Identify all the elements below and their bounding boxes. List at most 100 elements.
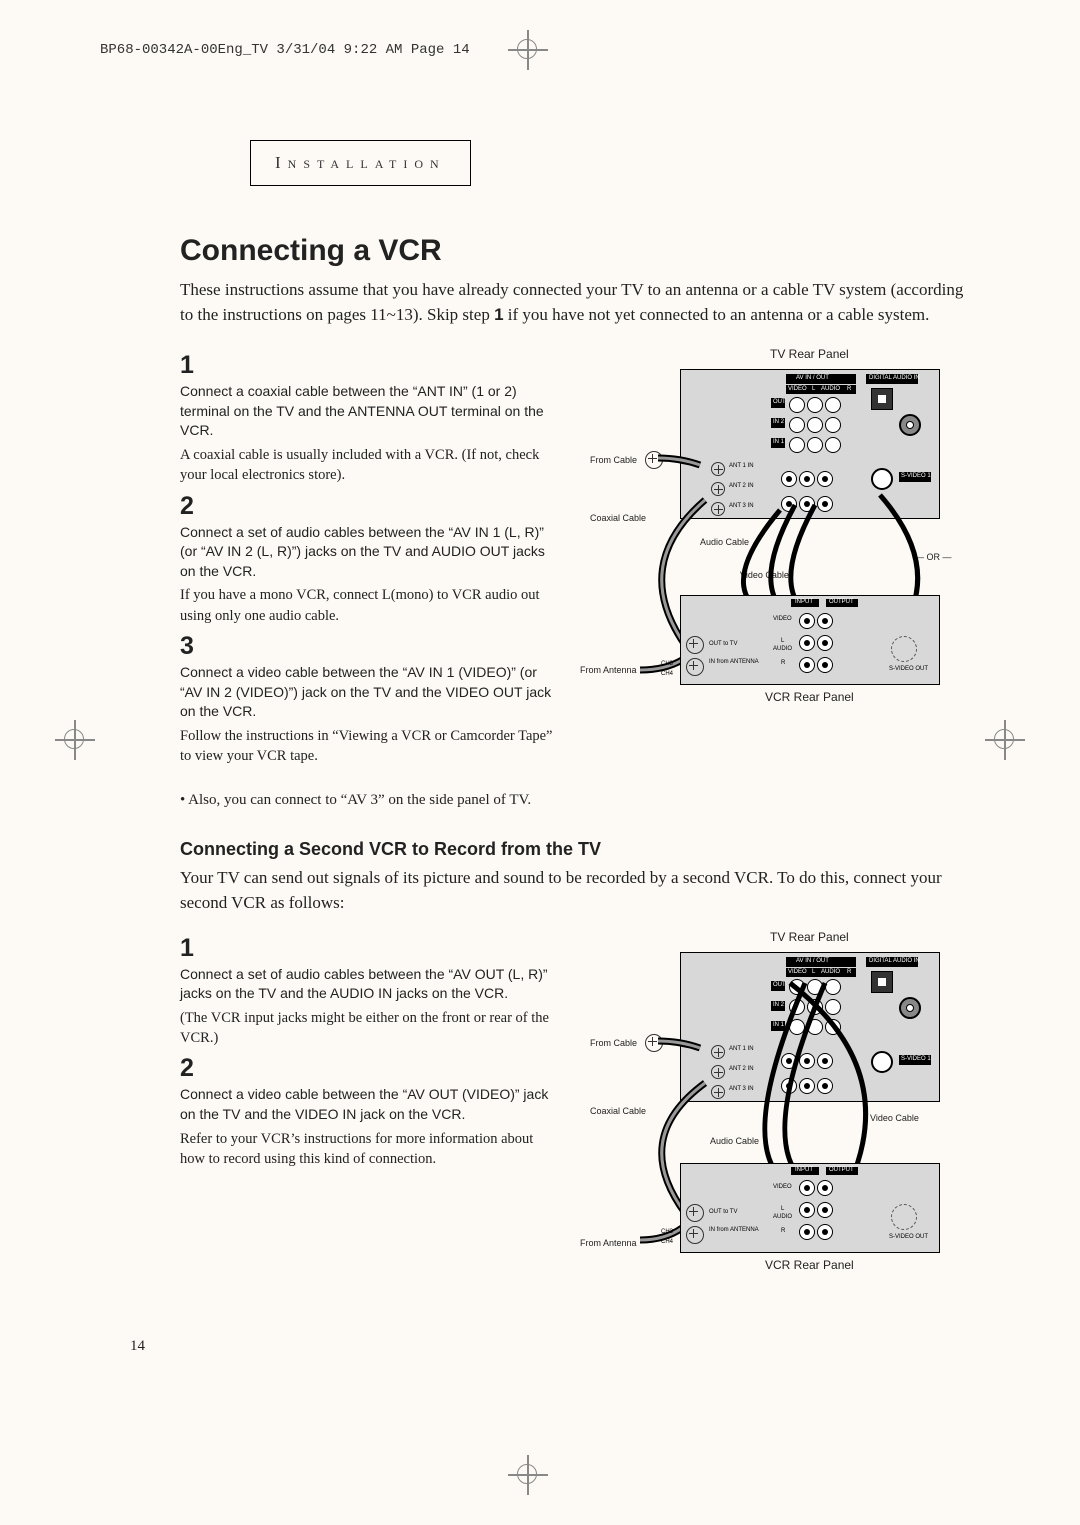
ant1-b: ANT 1 IN [729, 1046, 754, 1052]
video-cable-b: Video Cable [870, 1113, 919, 1123]
ch3: CH3 [661, 661, 673, 667]
intro-bold-step: 1 [494, 305, 503, 324]
coax-label: Coaxial Cable [590, 513, 646, 523]
svideo1-b: S-VIDEO 1 [901, 1056, 931, 1062]
output-b: OUTPUT [829, 1167, 854, 1173]
step-num: 1 [180, 934, 560, 963]
steps-b-column: 1 Connect a set of audio cables between … [180, 928, 560, 1298]
svideo-out-b: S-VIDEO OUT [889, 1234, 928, 1240]
out-to-tv: OUT to TV [709, 641, 737, 647]
or-label: — OR — [915, 552, 952, 562]
in1-label: IN 1 [773, 439, 784, 445]
from-antenna-label: From Antenna [580, 665, 637, 675]
video-cable-label: Video Cable [740, 570, 789, 580]
out-to-tv-b: OUT to TV [709, 1209, 737, 1215]
page-number: 14 [130, 1338, 145, 1355]
vcr-video-label: VIDEO [773, 616, 792, 622]
step-bold: Connect a coaxial cable between the “ANT… [180, 382, 560, 441]
section-b: 1 Connect a set of audio cables between … [180, 928, 980, 1298]
crop-mark-top [508, 30, 548, 70]
svideo-jack [871, 468, 893, 490]
l-b: L [812, 969, 815, 975]
input-label: INPUT [795, 599, 813, 605]
r-b: R [847, 969, 851, 975]
intro-paragraph: These instructions assume that you have … [180, 278, 980, 327]
section-label: Installation [275, 153, 446, 172]
l-label: L [812, 386, 815, 392]
coax-b: Coaxial Cable [590, 1106, 646, 1116]
vcr-rear-panel-b: INPUT OUTPUT VIDEO OUT to TV L AUDIO CH3… [680, 1163, 940, 1253]
out-b: OUT [773, 982, 786, 988]
step-num: 3 [180, 632, 560, 661]
video-label: VIDEO [788, 386, 807, 392]
vcr-rear-panel-label: VCR Rear Panel [765, 690, 854, 704]
ant3-b: ANT 3 IN [729, 1086, 754, 1092]
audio-b: AUDIO [821, 969, 840, 975]
audio-cable-label: Audio Cable [700, 537, 749, 547]
video-b: VIDEO [788, 969, 807, 975]
vcr-audio: AUDIO [773, 646, 792, 652]
ch4: CH4 [661, 671, 673, 677]
diagram-b-column: TV Rear Panel AV IN / OUT DIGITAL AUDIO … [570, 928, 980, 1298]
av-in-out-label: AV IN / OUT [796, 375, 829, 381]
in2-b: IN 2 [773, 1002, 784, 1008]
page-content: Installation Connecting a VCR These inst… [180, 140, 980, 1298]
page-header-filename: BP68-00342A-00Eng_TV 3/31/04 9:22 AM Pag… [100, 42, 470, 58]
vcr-video-b: VIDEO [773, 1184, 792, 1190]
vcr-rear-panel: INPUT OUTPUT VIDEO OUT to TV L AUDIO CH3… [680, 595, 940, 685]
svideo1-label: S-VIDEO 1 [901, 473, 931, 479]
from-antenna-b: From Antenna [580, 1238, 637, 1248]
ant1: ANT 1 IN [729, 463, 754, 469]
vcr-l-b: L [781, 1206, 784, 1212]
tv-rear-panel-b: AV IN / OUT DIGITAL AUDIO IN VIDEO L AUD… [680, 952, 940, 1102]
ant2-b: ANT 2 IN [729, 1066, 754, 1072]
av-in-out-b: AV IN / OUT [796, 958, 829, 964]
tv-rear-panel-label-b: TV Rear Panel [770, 930, 849, 944]
in1-b: IN 1 [773, 1022, 784, 1028]
step-bold: Connect a video cable between the “AV OU… [180, 1085, 560, 1124]
vcr-r: R [781, 660, 785, 666]
steps-a-column: 1 Connect a coaxial cable between the “A… [180, 345, 560, 772]
from-cable-b: From Cable [590, 1038, 637, 1048]
step-plain: If you have a mono VCR, connect L(mono) … [180, 585, 560, 626]
svideo-out-label: S-VIDEO OUT [889, 666, 928, 672]
audio-label: AUDIO [821, 386, 840, 392]
crop-mark-right [985, 720, 1025, 760]
ch3-b: CH3 [661, 1229, 673, 1235]
section-b-intro: Your TV can send out signals of its pict… [180, 866, 980, 915]
step-plain: (The VCR input jacks might be either on … [180, 1008, 560, 1049]
section-b-title: Connecting a Second VCR to Record from t… [180, 839, 980, 860]
step-bold: Connect a video cable between the “AV IN… [180, 663, 560, 722]
page-title: Connecting a VCR [180, 234, 980, 268]
vcr-l: L [781, 638, 784, 644]
ant3: ANT 3 IN [729, 503, 754, 509]
digital-b: DIGITAL AUDIO IN [869, 958, 920, 964]
side-note-bullet: • Also, you can connect to “AV 3” on the… [180, 792, 980, 809]
step-num: 2 [180, 492, 560, 521]
tv-rear-panel: AV IN / OUT DIGITAL AUDIO IN VIDEO L AUD… [680, 369, 940, 519]
from-cable-label: From Cable [590, 455, 637, 465]
in-from: IN from ANTENNA [709, 659, 759, 665]
ch4-b: CH4 [661, 1239, 673, 1245]
section-a: 1 Connect a coaxial cable between the “A… [180, 345, 980, 772]
step-bold: Connect a set of audio cables between th… [180, 523, 560, 582]
in2-label: IN 2 [773, 419, 784, 425]
section-header-box: Installation [250, 140, 471, 186]
connection-diagram-a: TV Rear Panel AV IN / OUT DIGITAL AUDIO … [570, 345, 970, 715]
step-plain: Follow the instructions in “Viewing a VC… [180, 726, 560, 767]
svideo-out [891, 636, 917, 662]
step-plain: A coaxial cable is usually included with… [180, 445, 560, 486]
step-plain: Refer to your VCR’s instructions for mor… [180, 1129, 560, 1170]
r-label: R [847, 386, 851, 392]
ant2: ANT 2 IN [729, 483, 754, 489]
vcr-r-b: R [781, 1228, 785, 1234]
vcr-rear-panel-label-b: VCR Rear Panel [765, 1258, 854, 1272]
digital-audio-label: DIGITAL AUDIO IN [869, 375, 920, 381]
step-bold: Connect a set of audio cables between th… [180, 965, 560, 1004]
crop-mark-left [55, 720, 95, 760]
out-label: OUT [773, 399, 786, 405]
vcr-audio-b: AUDIO [773, 1214, 792, 1220]
step-num: 2 [180, 1054, 560, 1083]
optical-jack [871, 388, 893, 410]
crop-mark-bottom [508, 1455, 548, 1495]
